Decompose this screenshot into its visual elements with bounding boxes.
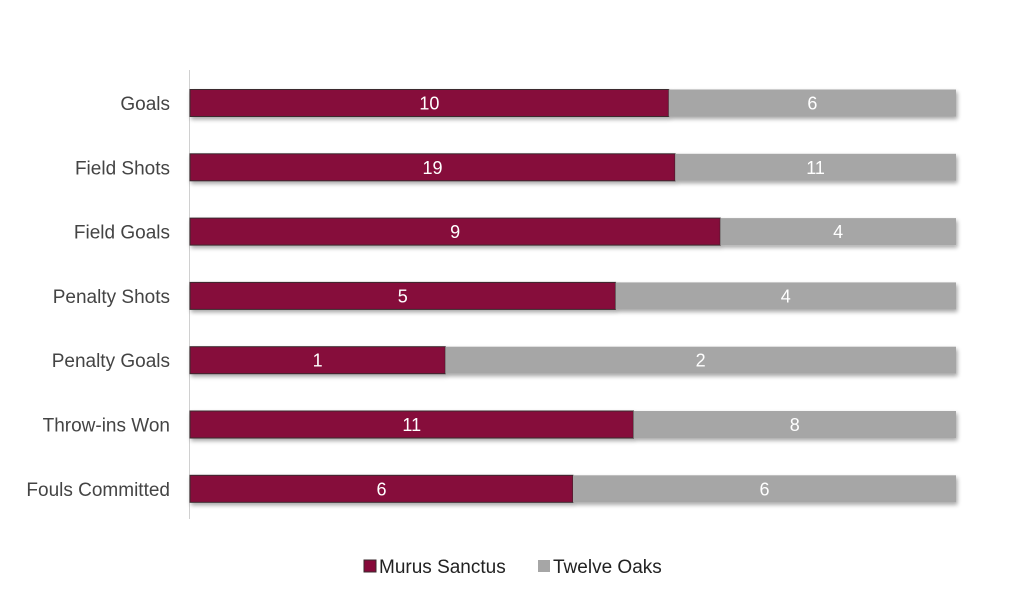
value-label-murus-sanctus-field-goals: 9 [450,222,460,242]
bar-twelve-oaks-penalty-goals [445,346,956,374]
category-label-field-shots: Field Shots [75,158,170,179]
bar-murus-sanctus-throw-ins-won [189,410,634,439]
category-label-throw-ins-won: Throw-ins Won [43,416,170,437]
value-label-murus-sanctus-throw-ins-won: 11 [402,415,421,435]
value-label-twelve-oaks-field-shots: 11 [806,158,825,178]
value-label-twelve-oaks-fouls-committed: 6 [759,479,769,499]
bar-twelve-oaks-fouls-committed [573,475,956,503]
value-label-murus-sanctus-field-shots: 19 [423,158,443,178]
legend: Murus Sanctus Twelve Oaks [363,557,662,578]
value-label-murus-sanctus-penalty-goals: 1 [313,351,323,371]
bar-twelve-oaks-penalty-shots [615,282,956,310]
bar-murus-sanctus-penalty-goals [189,346,446,375]
legend-label-twelve-oaks: Twelve Oaks [553,557,662,578]
value-label-twelve-oaks-throw-ins-won: 8 [790,415,800,435]
category-label-fouls-committed: Fouls Committed [26,480,170,501]
bar-murus-sanctus-penalty-shots [189,281,617,310]
value-label-twelve-oaks-penalty-goals: 2 [696,351,706,371]
value-label-twelve-oaks-goals: 6 [807,94,817,114]
legend-swatch-murus-sanctus [363,559,377,573]
bar-murus-sanctus-field-shots [189,153,676,182]
bar-twelve-oaks-goals [668,89,956,117]
value-label-murus-sanctus-goals: 10 [419,94,439,114]
value-label-twelve-oaks-penalty-shots: 4 [781,286,791,306]
bar-murus-sanctus-field-goals [189,217,721,246]
bar-twelve-oaks-throw-ins-won [633,411,956,438]
category-label-penalty-shots: Penalty Shots [53,287,170,308]
bar-twelve-oaks-field-shots [675,153,956,181]
value-label-murus-sanctus-fouls-committed: 6 [376,479,386,499]
bar-twelve-oaks-field-goals [720,218,956,246]
value-label-twelve-oaks-field-goals: 4 [833,222,843,242]
legend-label-murus-sanctus: Murus Sanctus [379,557,506,578]
legend-swatch-twelve-oaks [538,560,550,572]
value-label-murus-sanctus-penalty-shots: 5 [398,286,408,306]
category-label-goals: Goals [120,94,170,115]
bars-layer: 10 6 19 11 9 4 5 4 1 2 11 8 6 6 [189,89,956,503]
bar-murus-sanctus-fouls-committed [189,474,574,503]
category-label-field-goals: Field Goals [74,223,170,244]
category-label-penalty-goals: Penalty Goals [52,351,170,372]
category-labels: Goals Field Shots Field Goals Penalty Shots… [26,94,170,501]
